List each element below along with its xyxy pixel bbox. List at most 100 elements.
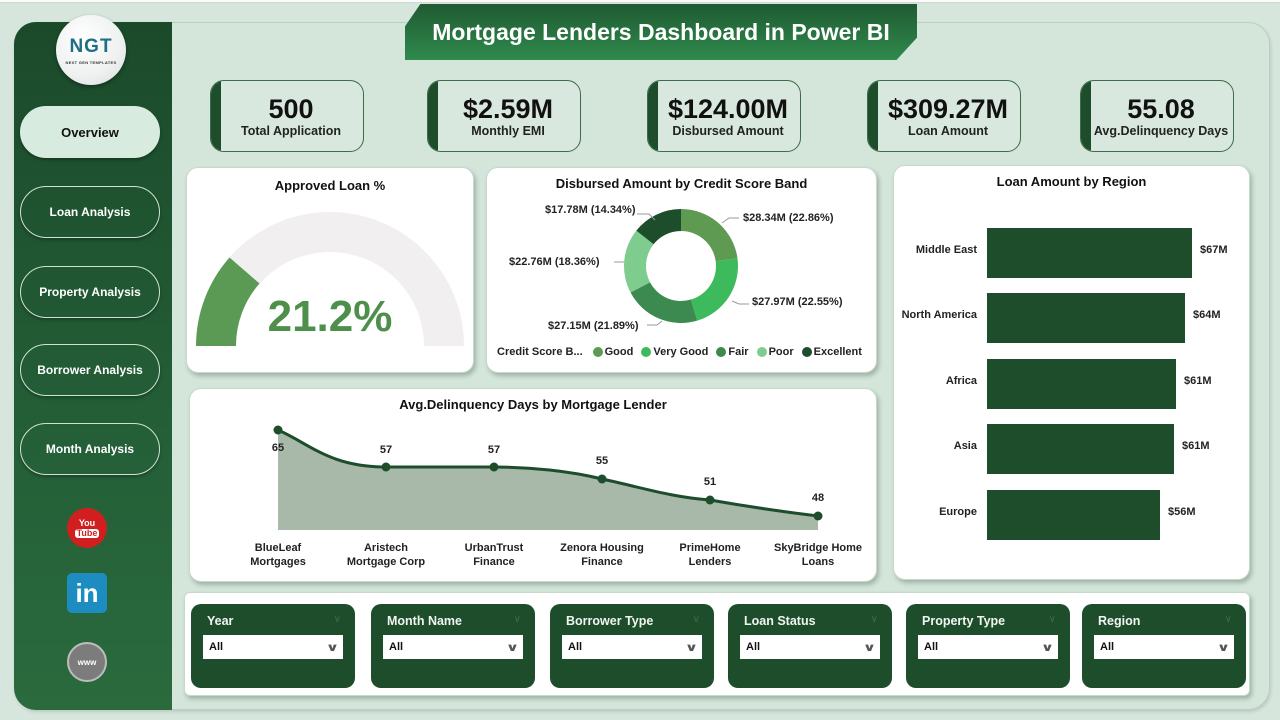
chevron-down-icon: ∨ [1040, 641, 1055, 654]
slicer-title: Borrower Type [566, 614, 654, 628]
donut-label-fair: $27.15M (21.89%) [548, 320, 639, 332]
youtube-text-you: You [78, 517, 96, 528]
bar-label: Asia [953, 440, 977, 452]
slicer-title: Month Name [387, 614, 462, 628]
area-chart[interactable] [190, 389, 878, 583]
gauge-value: 21.2% [267, 292, 393, 341]
legend-dot-icon [641, 347, 652, 357]
legend-dot-icon [756, 347, 767, 357]
legend-item-poor[interactable]: Poor [756, 346, 794, 358]
slicer-month-name-dropdown[interactable]: All ∨ [383, 635, 523, 659]
chevron-down-icon: ∨ [505, 641, 520, 654]
kpi-disbursed-amount: $124.00M Disbursed Amount [647, 80, 801, 152]
point-label: 57 [379, 444, 393, 456]
kpi-monthly-emi: $2.59M Monthly EMI [427, 80, 581, 152]
legend-dot-icon [716, 347, 727, 357]
page-title-banner: Mortgage Lenders Dashboard in Power BI [405, 4, 917, 60]
chevron-down-icon[interactable]: ∨ [692, 614, 700, 625]
loan-by-region-card: Loan Amount by Region Middle East $67M N… [893, 165, 1250, 580]
donut-chart[interactable] [487, 168, 878, 374]
chevron-down-icon[interactable]: ∨ [513, 614, 521, 625]
legend-label: Good [604, 346, 634, 358]
slicer-panel [184, 592, 1250, 696]
bar-row-middle-east[interactable]: Middle East $67M [894, 228, 1249, 278]
x-axis-label: SkyBridge Home Loans [773, 542, 863, 568]
bar-value: $61M [1182, 440, 1210, 452]
card-title: Avg.Delinquency Days by Mortgage Lender [399, 397, 667, 412]
slicer-loan-status: Loan Status ∨ All ∨ [728, 604, 892, 688]
chevron-down-icon[interactable]: ∨ [1224, 614, 1232, 625]
kpi-label: Avg.Delinquency Days [1093, 124, 1229, 138]
logo-subtitle: NEXT GEN TEMPLATES [65, 59, 117, 65]
legend-item-excellent[interactable]: Excellent [801, 346, 862, 358]
donut-legend: Credit Score B... Good Very Good Fair Po… [487, 346, 876, 358]
sidebar-item-overview[interactable]: Overview [20, 106, 160, 158]
slicer-month-name: Month Name ∨ All ∨ [371, 604, 535, 688]
credit-score-donut-card: Disbursed Amount by Credit Score Band $2… [486, 167, 877, 373]
legend-label: Very Good [653, 346, 709, 358]
kpi-value: 55.08 [1127, 94, 1195, 124]
donut-label-good: $28.34M (22.86%) [743, 212, 834, 224]
point-label: 51 [703, 476, 717, 488]
bar-row-asia[interactable]: Asia $61M [894, 424, 1249, 474]
bar-label: Africa [945, 375, 977, 387]
slicer-year-dropdown[interactable]: All ∨ [203, 635, 343, 659]
bar-value: $67M [1200, 244, 1228, 256]
kpi-label: Disbursed Amount [672, 124, 784, 138]
kpi-value: $309.27M [887, 94, 1009, 124]
slicer-borrower-type-dropdown[interactable]: All ∨ [562, 635, 702, 659]
slicer-value: All [1100, 641, 1115, 653]
slicer-title: Year [207, 614, 234, 628]
card-title: Loan Amount by Region [996, 174, 1147, 189]
sidebar-item-loan-analysis[interactable]: Loan Analysis [20, 186, 160, 238]
x-axis-label: Zenora Housing Finance [560, 542, 644, 568]
legend-item-good[interactable]: Good [592, 346, 634, 358]
youtube-icon[interactable]: You Tube [67, 508, 107, 548]
legend-item-fair[interactable]: Fair [716, 346, 749, 358]
legend-dot-icon [592, 347, 603, 357]
bar-row-africa[interactable]: Africa $61M [894, 359, 1249, 409]
chevron-down-icon[interactable]: ∨ [1048, 614, 1056, 625]
kpi-loan-amount: $309.27M Loan Amount [867, 80, 1021, 152]
website-globe-icon[interactable]: www [67, 642, 107, 682]
page-title: Mortgage Lenders Dashboard in Power BI [432, 18, 890, 45]
bar-value: $61M [1184, 375, 1212, 387]
bar-row-north-america[interactable]: North America $64M [894, 293, 1249, 343]
card-title: Approved Loan % [274, 178, 386, 193]
slicer-region-dropdown[interactable]: All ∨ [1094, 635, 1234, 659]
point-label: 65 [271, 442, 285, 454]
bar [987, 490, 1160, 540]
logo-text: NGT [69, 35, 113, 57]
slicer-value: All [924, 641, 939, 653]
linkedin-icon[interactable]: in [67, 573, 107, 613]
slicer-value: All [568, 641, 583, 653]
bar-row-europe[interactable]: Europe $56M [894, 490, 1249, 540]
chevron-down-icon: ∨ [1216, 641, 1231, 654]
slicer-year: Year ∨ All ∨ [191, 604, 355, 688]
chevron-down-icon[interactable]: ∨ [333, 614, 341, 625]
kpi-value: $2.59M [462, 94, 554, 124]
slicer-value: All [746, 641, 761, 653]
ngt-logo: NGT NEXT GEN TEMPLATES [56, 15, 126, 85]
sidebar-item-month-analysis[interactable]: Month Analysis [20, 423, 160, 475]
sidebar-item-borrower-analysis[interactable]: Borrower Analysis [20, 344, 160, 396]
slicer-property-type-dropdown[interactable]: All ∨ [918, 635, 1058, 659]
x-axis-label: BlueLeaf Mortgages [250, 542, 306, 568]
legend-dot-icon [801, 347, 812, 357]
delinquency-by-lender-card: Avg.Delinquency Days by Mortgage Lender … [189, 388, 877, 582]
slicer-title: Property Type [922, 614, 1006, 628]
bar-value: $64M [1193, 309, 1221, 321]
kpi-avg-delinquency-days: 55.08 Avg.Delinquency Days [1080, 80, 1234, 152]
sidebar-item-property-analysis[interactable]: Property Analysis [20, 266, 160, 318]
slicer-loan-status-dropdown[interactable]: All ∨ [740, 635, 880, 659]
chevron-down-icon[interactable]: ∨ [870, 614, 878, 625]
card-title: Disbursed Amount by Credit Score Band [555, 176, 808, 191]
slicer-value: All [389, 641, 404, 653]
slicer-title: Region [1098, 614, 1141, 628]
x-axis-label: PrimeHome Lenders [679, 542, 741, 568]
legend-title: Credit Score B... [497, 346, 583, 358]
donut-label-very-good: $27.97M (22.55%) [752, 296, 843, 308]
website-text: www [77, 657, 97, 667]
bar [987, 293, 1185, 343]
legend-item-very-good[interactable]: Very Good [641, 346, 708, 358]
